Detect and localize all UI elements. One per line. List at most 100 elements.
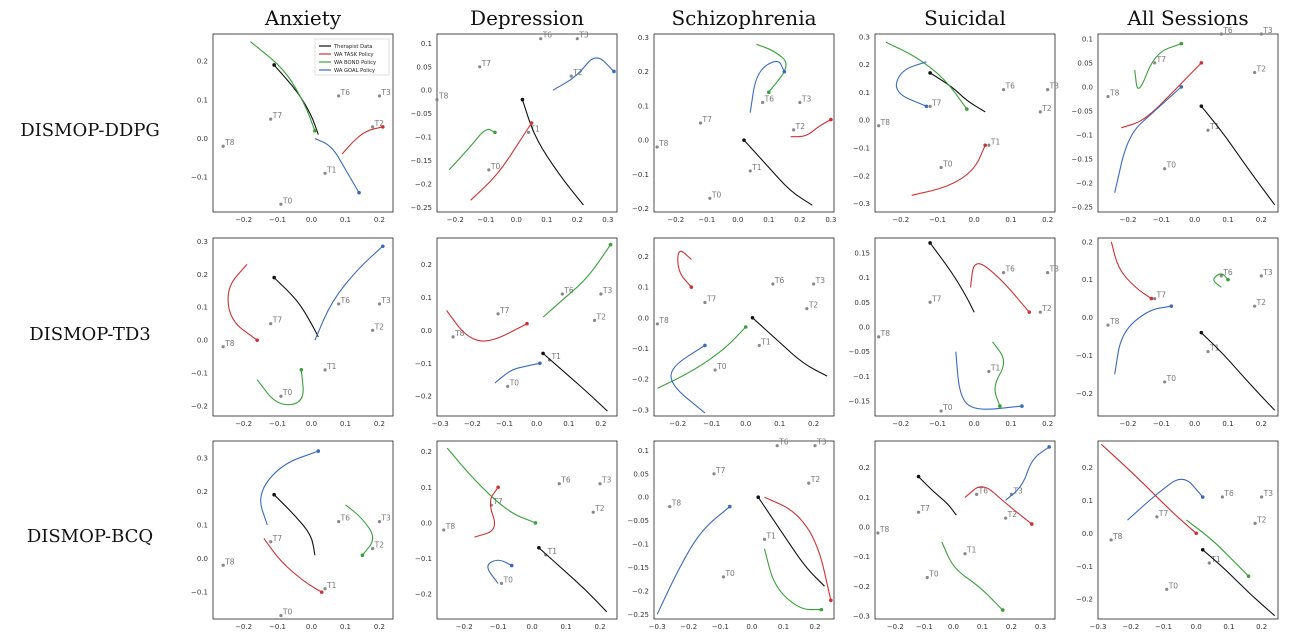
y-tick-label: 0.2 bbox=[1082, 464, 1093, 472]
goal-endpoint bbox=[316, 449, 321, 453]
bond-endpoint bbox=[493, 130, 497, 135]
y-tick-label: −0.2 bbox=[415, 180, 432, 188]
task-trajectory bbox=[764, 496, 832, 601]
x-tick-label: 0.0 bbox=[306, 623, 317, 631]
topic-point bbox=[221, 563, 225, 567]
topic-label: T1 bbox=[326, 362, 337, 371]
panel: −0.3 −0.2 −0.1 0.0 0.1 0.2 −0.2 −0.1 0.0 0.1 0.2 T0… bbox=[1076, 440, 1279, 631]
topic-point bbox=[1153, 61, 1157, 65]
topic-label: T6 bbox=[978, 486, 989, 495]
y-tick-label: −0.1 bbox=[415, 555, 432, 563]
column-title: Anxiety bbox=[264, 6, 342, 30]
plot-frame bbox=[874, 33, 1056, 213]
topic-point bbox=[269, 322, 273, 326]
topic-label: T8 bbox=[1109, 317, 1120, 326]
y-tick-label: −0.05 bbox=[1072, 107, 1093, 115]
topic-label: T6 bbox=[1005, 265, 1016, 274]
topic-point bbox=[928, 104, 932, 108]
x-tick-label: −0.2 bbox=[892, 420, 909, 428]
panel: −0.2 −0.1 0.0 0.1 0.2 −0.2 −0.1 0.0 0.1 0.2 0.3 T0 T… bbox=[191, 237, 394, 428]
therapist-trajectory bbox=[542, 352, 608, 412]
topic-point bbox=[987, 369, 991, 374]
therapist-trajectory bbox=[538, 547, 608, 613]
x-tick-label: −0.2 bbox=[235, 216, 252, 224]
therapist-trajectory bbox=[521, 99, 584, 206]
x-tick-label: −0.1 bbox=[703, 420, 720, 428]
therapist-endpoint bbox=[520, 97, 525, 102]
topic-label: T7 bbox=[931, 294, 942, 303]
x-tick-label: 0.2 bbox=[809, 623, 820, 631]
topic-point bbox=[575, 37, 579, 41]
topic-point bbox=[1260, 495, 1264, 499]
task-endpoint bbox=[829, 598, 833, 603]
goal-trajectory bbox=[1114, 86, 1182, 193]
x-tick-label: 0.1 bbox=[1222, 216, 1233, 224]
x-tick-label: 0.0 bbox=[746, 623, 757, 631]
topic-point bbox=[598, 482, 602, 486]
x-tick-label: −0.3 bbox=[649, 623, 666, 631]
topic-point bbox=[939, 165, 943, 170]
topic-label: T3 bbox=[816, 438, 827, 447]
topic-point bbox=[798, 100, 802, 105]
task-endpoint bbox=[983, 143, 988, 148]
y-tick-label: 0.1 bbox=[1082, 497, 1093, 505]
topic-point bbox=[1253, 521, 1257, 526]
topic-point bbox=[939, 409, 943, 413]
plot-frame bbox=[1097, 440, 1279, 620]
x-tick-label: −0.2 bbox=[669, 420, 686, 428]
legend-entry: Therapist Data bbox=[333, 44, 372, 50]
x-tick-label: 0.0 bbox=[531, 420, 542, 428]
task-endpoint bbox=[1027, 310, 1032, 314]
therapist-trajectory bbox=[929, 72, 986, 113]
x-tick-label: 0.2 bbox=[594, 623, 605, 631]
task-endpoint bbox=[689, 285, 694, 289]
topic-point bbox=[1163, 167, 1167, 171]
topic-point bbox=[876, 531, 880, 535]
x-tick-label: 0.1 bbox=[763, 216, 774, 224]
topic-point bbox=[975, 492, 979, 496]
x-tick-label: 0.0 bbox=[1189, 216, 1200, 224]
goal-endpoint bbox=[1047, 445, 1051, 449]
topic-point bbox=[1038, 110, 1042, 114]
goal-trajectory bbox=[487, 559, 512, 584]
topic-point bbox=[560, 292, 564, 296]
topic-label: T0 bbox=[724, 569, 735, 578]
x-tick-label: 0.0 bbox=[948, 623, 959, 631]
panel: −0.3 −0.2 −0.1 0.0 0.1 0.2 −0.25 −0.2 −0.15 −0.1 −… bbox=[628, 438, 835, 631]
y-tick-label: 0.05 bbox=[416, 63, 432, 71]
y-tick-label: 0.0 bbox=[421, 327, 432, 335]
y-tick-label: 0.0 bbox=[1082, 83, 1093, 91]
topic-label: T1 bbox=[966, 546, 977, 555]
x-tick-label: 0.1 bbox=[977, 623, 988, 631]
y-tick-label: −0.1 bbox=[415, 134, 432, 142]
topic-label: T3 bbox=[801, 94, 812, 103]
y-tick-label: 0.15 bbox=[854, 249, 870, 257]
y-tick-label: −0.1 bbox=[853, 373, 870, 381]
bond-trajectory bbox=[657, 326, 747, 389]
legend-box bbox=[314, 38, 390, 76]
therapist-endpoint bbox=[928, 241, 932, 245]
y-tick-label: 0.0 bbox=[638, 494, 649, 502]
bond-trajectory bbox=[256, 369, 304, 406]
x-tick-label: −0.3 bbox=[1090, 623, 1107, 631]
topic-label: T8 bbox=[879, 525, 890, 534]
topic-label: T8 bbox=[454, 329, 465, 338]
y-tick-label: 0.2 bbox=[859, 464, 870, 472]
bond-endpoint bbox=[1246, 574, 1251, 578]
y-tick-label: 0.1 bbox=[421, 484, 432, 492]
topic-point bbox=[337, 520, 341, 524]
topic-point bbox=[1163, 380, 1167, 384]
therapist-trajectory bbox=[1200, 105, 1276, 206]
y-tick-label: 0.2 bbox=[197, 488, 208, 496]
x-tick-label: 0.1 bbox=[1005, 216, 1016, 224]
x-tick-label: 0.1 bbox=[1222, 420, 1233, 428]
topic-label: T0 bbox=[503, 575, 514, 584]
topic-label: T8 bbox=[224, 138, 235, 147]
x-tick-label: −0.2 bbox=[667, 216, 684, 224]
topic-label: T0 bbox=[1166, 374, 1177, 383]
topic-point bbox=[877, 124, 881, 128]
topic-label: T2 bbox=[374, 119, 385, 128]
x-tick-label: 0.1 bbox=[541, 216, 552, 224]
y-tick-label: 0.1 bbox=[197, 96, 208, 104]
